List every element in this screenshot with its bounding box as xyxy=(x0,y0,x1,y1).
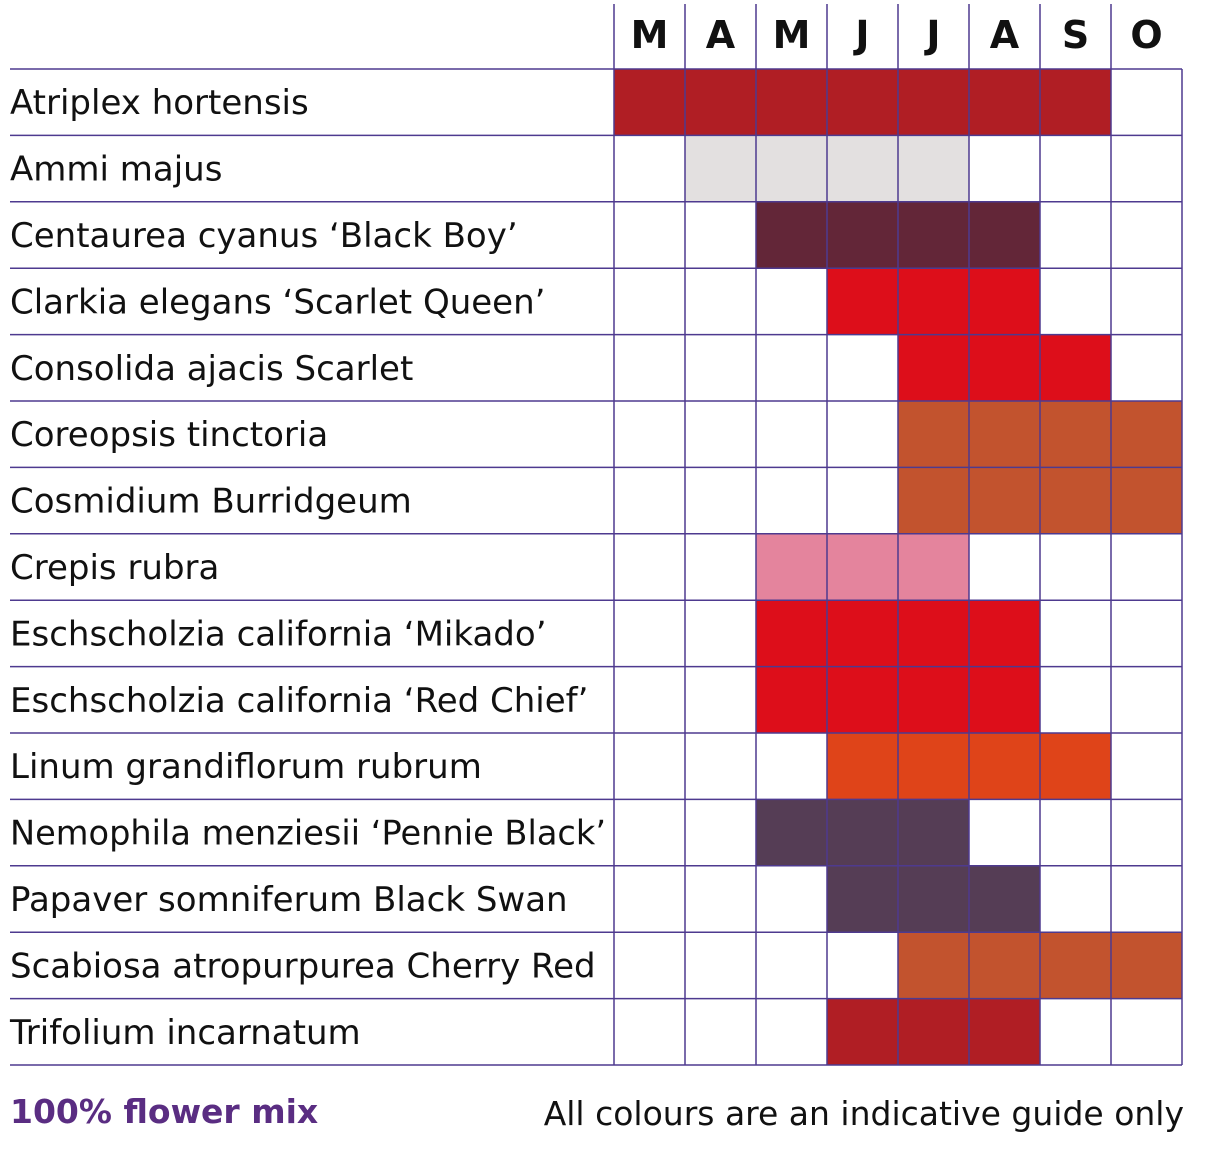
flowering-cell xyxy=(756,201,827,269)
species-label: Consolida ajacis Scarlet xyxy=(10,349,413,389)
flowering-cell xyxy=(756,135,827,202)
month-header: M xyxy=(773,13,811,57)
month-header: A xyxy=(706,13,736,57)
flowering-cell xyxy=(898,201,969,269)
flowering-cell xyxy=(898,600,969,667)
month-header: M xyxy=(631,13,669,57)
flowering-cell xyxy=(1040,69,1111,136)
flowering-cell xyxy=(1111,401,1182,468)
flowering-cell xyxy=(898,268,969,335)
flowering-cell xyxy=(827,69,898,136)
month-header: O xyxy=(1130,13,1162,57)
flowering-cell xyxy=(756,600,827,667)
flowering-cell xyxy=(969,932,1040,999)
flowering-cell xyxy=(898,865,969,933)
month-header: S xyxy=(1062,13,1089,57)
species-label: Coreopsis tinctoria xyxy=(10,415,328,455)
flowering-cell xyxy=(1111,932,1182,999)
flowering-cell xyxy=(898,533,969,601)
flowering-cell xyxy=(969,268,1040,335)
flowering-cell xyxy=(1040,733,1111,800)
species-label: Scabiosa atropurpurea Cherry Red xyxy=(10,946,596,986)
flowering-cell xyxy=(756,799,827,866)
month-header: J xyxy=(923,13,940,57)
flowering-cell xyxy=(756,666,827,733)
flowering-cell xyxy=(898,998,969,1065)
flowering-cell xyxy=(898,932,969,999)
flowering-cell xyxy=(827,998,898,1065)
species-label: Cosmidium Burridgeum xyxy=(10,482,412,522)
flowering-cell xyxy=(756,69,827,136)
flowering-cell xyxy=(827,799,898,866)
species-label: Atriplex hortensis xyxy=(10,83,309,123)
flowering-cell xyxy=(1040,467,1111,534)
species-label: Crepis rubra xyxy=(10,548,219,588)
flowering-cell xyxy=(969,401,1040,468)
flowering-cell xyxy=(1111,467,1182,534)
flowering-cell xyxy=(969,600,1040,667)
flowering-cell xyxy=(898,733,969,800)
flowering-cell xyxy=(969,467,1040,534)
flowering-cell xyxy=(898,467,969,534)
flowering-cell xyxy=(969,201,1040,269)
flowering-cell xyxy=(1040,401,1111,468)
flowering-cell xyxy=(827,135,898,202)
flowering-cell xyxy=(969,666,1040,733)
flowering-cell xyxy=(1040,932,1111,999)
mix-label: 100% flower mix xyxy=(10,1092,319,1131)
disclaimer-text: All colours are an indicative guide only xyxy=(543,1094,1184,1133)
flowering-cell xyxy=(969,334,1040,401)
flowering-cell xyxy=(969,733,1040,800)
flowering-cell xyxy=(614,69,685,136)
species-label: Eschscholzia california ‘Red Chief’ xyxy=(10,681,588,721)
flowering-cell xyxy=(1040,334,1111,401)
flowering-cell xyxy=(898,666,969,733)
flowering-cell xyxy=(685,69,756,136)
flowering-cell xyxy=(756,533,827,601)
flowering-cell xyxy=(827,268,898,335)
flowering-cell xyxy=(898,69,969,136)
species-label: Clarkia elegans ‘Scarlet Queen’ xyxy=(10,282,545,322)
flowering-cell xyxy=(827,666,898,733)
species-label: Linum grandiflorum rubrum xyxy=(10,747,482,787)
species-label: Ammi majus xyxy=(10,150,222,190)
month-header: J xyxy=(852,13,869,57)
flowering-cell xyxy=(827,600,898,667)
flowering-cell xyxy=(685,135,756,202)
flowering-cell xyxy=(969,69,1040,136)
flowering-cell xyxy=(827,201,898,269)
flowering-cell xyxy=(827,733,898,800)
species-label: Eschscholzia california ‘Mikado’ xyxy=(10,614,547,654)
flowering-cell xyxy=(969,865,1040,933)
flowering-cell xyxy=(827,865,898,933)
species-label: Nemophila menziesii ‘Pennie Black’ xyxy=(10,814,606,854)
species-label: Papaver somniferum Black Swan xyxy=(10,880,568,920)
flowering-cell xyxy=(898,799,969,866)
month-header: A xyxy=(990,13,1020,57)
flowering-cell xyxy=(898,334,969,401)
flowering-cell xyxy=(827,533,898,601)
species-label: Centaurea cyanus ‘Black Boy’ xyxy=(10,216,518,256)
flowering-cell xyxy=(969,998,1040,1065)
flowering-cell xyxy=(898,135,969,202)
flowering-cell xyxy=(898,401,969,468)
species-label: Trifolium incarnatum xyxy=(9,1013,361,1053)
